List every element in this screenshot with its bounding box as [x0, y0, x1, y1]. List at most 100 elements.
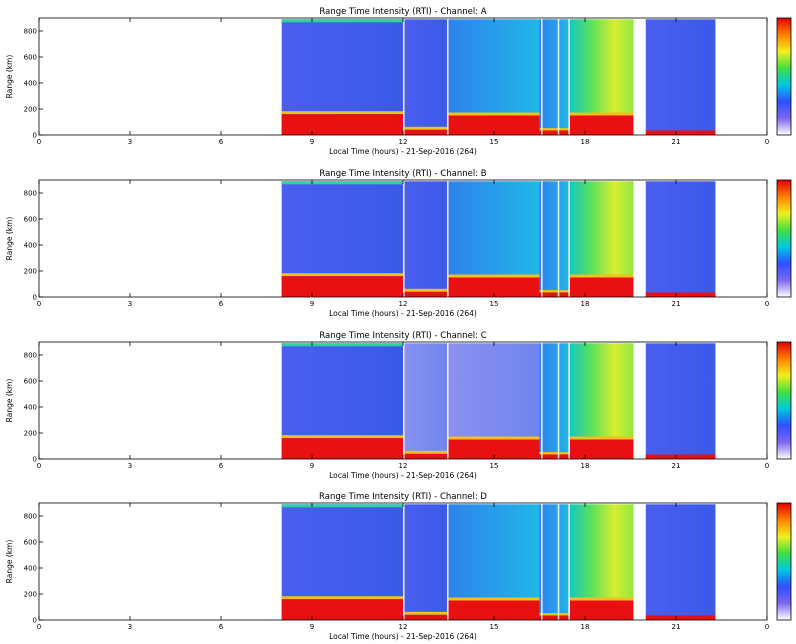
rti-ground — [403, 454, 449, 459]
rti-gap — [446, 180, 449, 297]
y-axis-label: Range (km) — [5, 217, 14, 261]
panel-2: Range Time Intensity (RTI) - Channel: C 0… — [5, 331, 792, 480]
y-tick-label: 600 — [24, 539, 37, 547]
rti-ground — [539, 130, 570, 135]
rti-top-strip — [281, 343, 403, 347]
y-tick-label: 200 — [24, 430, 37, 438]
x-tick-label: 21 — [672, 623, 681, 631]
x-tick-label: 18 — [581, 462, 590, 470]
colorbar — [776, 341, 792, 460]
rti-gap — [557, 180, 560, 297]
rti-gap — [633, 503, 646, 620]
x-axis-label: Local Time (hours) - 21-Sep-2016 (264) — [329, 632, 477, 641]
rti-echo — [281, 276, 403, 294]
rti-ground — [569, 130, 634, 135]
rti-gap — [633, 180, 646, 297]
x-tick-label: 0 — [37, 623, 41, 631]
y-axis-label: Range (km) — [5, 379, 14, 423]
rti-segment — [539, 19, 570, 135]
x-tick-label: 3 — [128, 623, 132, 631]
rti-gap — [541, 18, 543, 135]
y-tick-label: 600 — [24, 54, 37, 62]
rti-echo — [448, 115, 540, 132]
rti-edge — [281, 273, 403, 277]
rti-gap — [557, 18, 560, 135]
rti-segment — [403, 504, 449, 620]
rti-echo — [448, 600, 540, 617]
x-tick-label: 9 — [310, 623, 314, 631]
rti-ground — [645, 130, 716, 135]
x-axis-label: Local Time (hours) - 21-Sep-2016 (264) — [329, 471, 477, 480]
rti-ground — [281, 292, 403, 297]
rti-segment — [539, 504, 570, 620]
rti-edge — [569, 274, 634, 278]
x-tick-label: 3 — [128, 138, 132, 146]
rti-segment — [539, 343, 570, 459]
x-tick-label: 6 — [219, 300, 224, 308]
rti-edge — [539, 452, 570, 456]
rti-gap — [446, 342, 449, 459]
panel-1: Range Time Intensity (RTI) - Channel: B 0… — [5, 169, 792, 318]
panel-title: Range Time Intensity (RTI) - Channel: D — [319, 492, 487, 502]
rti-edge — [539, 128, 570, 132]
rti-echo — [281, 599, 403, 617]
x-tick-label: 21 — [672, 462, 681, 470]
y-tick-label: 800 — [24, 28, 37, 36]
y-tick-label: 400 — [24, 242, 37, 250]
x-tick-label: 12 — [399, 623, 408, 631]
x-tick-label: 6 — [219, 623, 224, 631]
rti-edge — [448, 436, 540, 440]
rti-ground — [645, 292, 716, 297]
rti-ground — [645, 615, 716, 620]
rti-top-strip — [281, 181, 403, 185]
rti-segment — [645, 504, 716, 620]
rti-ground — [403, 615, 449, 620]
x-tick-label: 15 — [490, 300, 499, 308]
rti-gap — [568, 342, 570, 459]
rti-gap — [403, 180, 405, 297]
rti-edge — [403, 611, 449, 615]
rti-ground — [403, 130, 449, 135]
rti-gap — [403, 503, 405, 620]
y-tick-label: 200 — [24, 268, 37, 276]
rti-echo — [569, 600, 634, 620]
rti-edge — [281, 435, 403, 439]
y-tick-label: 0 — [33, 132, 37, 140]
panel-0: Range Time Intensity (RTI) - Channel: A 0… — [5, 7, 792, 156]
x-tick-label: 21 — [672, 300, 681, 308]
x-tick-label: 9 — [310, 138, 314, 146]
rti-edge — [539, 613, 570, 617]
rti-segment — [403, 19, 449, 135]
x-tick-label: 18 — [581, 300, 590, 308]
y-axis-label: Range (km) — [5, 540, 14, 584]
rti-ground — [539, 454, 570, 459]
rti-echo — [569, 115, 634, 135]
rti-echo — [569, 439, 634, 459]
x-tick-label: 18 — [581, 623, 590, 631]
rti-edge — [403, 450, 449, 454]
rti-gap — [633, 18, 646, 135]
rti-ground — [569, 615, 634, 620]
rti-echo — [281, 438, 403, 456]
rti-edge — [569, 112, 634, 116]
rti-segment — [403, 343, 449, 459]
x-tick-label: 12 — [399, 138, 408, 146]
y-tick-label: 0 — [33, 456, 37, 464]
rti-echo — [569, 277, 634, 297]
panel-title: Range Time Intensity (RTI) - Channel: A — [319, 7, 486, 17]
rti-segment — [645, 181, 716, 297]
rti-ground — [569, 292, 634, 297]
x-tick-label: 0 — [37, 300, 41, 308]
rti-ground — [645, 454, 716, 459]
x-tick-label: 15 — [490, 138, 499, 146]
rti-ground — [403, 292, 449, 297]
rti-edge — [569, 597, 634, 601]
y-axis-label: Range (km) — [5, 55, 14, 99]
rti-gap — [446, 18, 449, 135]
panel-3: Range Time Intensity (RTI) - Channel: D 0… — [5, 492, 792, 641]
y-tick-label: 200 — [24, 106, 37, 114]
colorbar — [776, 179, 792, 298]
x-tick-label: 15 — [490, 462, 499, 470]
rti-echo — [281, 114, 403, 132]
